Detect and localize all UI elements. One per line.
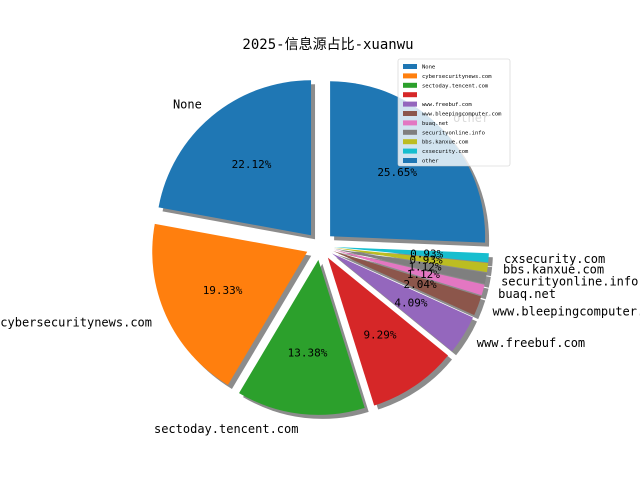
slice-label-bbs-kanxue-com: bbs.kanxue.com [503, 263, 604, 277]
legend-label-cybersecuritynews-com: cybersecuritynews.com [422, 74, 492, 80]
legend-swatch-securityonline-info [403, 129, 417, 135]
slice-cxsecurity-com [333, 246, 489, 263]
legend-swatch-buaq-net [403, 120, 417, 126]
legend-swatch-www-freebuf-com [403, 101, 417, 107]
percent-label-other: 25.65% [377, 166, 417, 179]
slice-label-cybersecuritynews-com: cybersecuritynews.com [0, 315, 152, 329]
legend-label-cxsecurity-com: cxsecurity.com [422, 149, 469, 155]
percent-labels: 22.12%19.33%13.38%9.29%4.09%2.04%1.12%1.… [203, 158, 444, 359]
slice-securityonline-info [333, 248, 487, 284]
legend-swatch-cxsecurity-com [403, 148, 417, 154]
slice-label-www-freebuf-com: www.freebuf.com [477, 336, 585, 350]
slice-www-bleepingcomputer-com [333, 250, 482, 316]
slice-none [158, 80, 312, 236]
slice-label-securityonline-info: securityonline.info [501, 274, 638, 288]
slice-series-4 [327, 257, 449, 406]
slice-labels: None cybersecuritynews.com sectoday.tencen… [0, 97, 640, 436]
slice-buaq-net [333, 249, 485, 296]
slice-cybersecuritynews-com [152, 223, 308, 385]
legend-label-sectoday-tencent-com: sectoday.tencent.com [422, 83, 489, 89]
percent-label-cxsecurity-com: 0.93% [410, 247, 443, 260]
legend: None cybersecuritynews.com sectoday.tencen… [397, 58, 511, 167]
legend-label-bbs-kanxue-com: bbs.kanxue.com [422, 140, 469, 146]
percent-label-cybersecuritynews-com: 19.33% [203, 284, 243, 297]
legend-label-none: None [422, 65, 435, 71]
legend-label-www-freebuf-com: www.freebuf.com [422, 102, 472, 108]
legend-swatch-bbs-kanxue-com [403, 139, 417, 145]
chart-title: 2025-信息源占比-xuanwu [242, 36, 413, 53]
slice-label-www-bleepingcomputer-com: www.bleepingcomputer.com [493, 304, 640, 318]
slice-sectoday-tencent-com [239, 259, 365, 415]
legend-label-other: other [422, 159, 439, 165]
legend-swatch-series-4 [403, 92, 417, 98]
slice-label-buaq-net: buaq.net [498, 287, 556, 301]
legend-swatch-www-bleepingcomputer-com [403, 111, 417, 116]
percent-label-series-4: 9.29% [363, 329, 396, 342]
slice-bbs-kanxue-com [333, 247, 489, 273]
legend-swatch-none [403, 64, 417, 69]
slice-www-freebuf-com [331, 253, 474, 352]
percent-label-none: 22.12% [232, 158, 272, 171]
legend-items: None cybersecuritynews.com sectoday.tencen… [403, 64, 502, 165]
legend-swatch-sectoday-tencent-com [403, 82, 417, 88]
legend-swatch-other [403, 158, 417, 163]
percent-label-sectoday-tencent-com: 13.38% [288, 346, 328, 359]
legend-frame [397, 58, 511, 167]
legend-label-securityonline-info: securityonline.info [422, 130, 485, 136]
percent-label-buaq-net: 1.12% [407, 268, 440, 281]
percent-label-www-freebuf-com: 4.09% [394, 296, 427, 309]
slice-label-none: None [173, 97, 202, 111]
legend-label-www-bleepingcomputer-com: www.bleepingcomputer.com [422, 112, 502, 118]
percent-label-bbs-kanxue-com: 0.93% [410, 254, 443, 267]
percent-label-securityonline-info: 1.12% [408, 261, 441, 274]
slice-label-cxsecurity-com: cxsecurity.com [504, 252, 605, 266]
slice-label-sectoday-tencent-com: sectoday.tencent.com [154, 422, 299, 436]
legend-swatch-cybersecuritynews-com [403, 73, 417, 79]
legend-label-buaq-net: buaq.net [422, 121, 449, 127]
percent-label-www-bleepingcomputer-com: 2.04% [403, 278, 436, 291]
